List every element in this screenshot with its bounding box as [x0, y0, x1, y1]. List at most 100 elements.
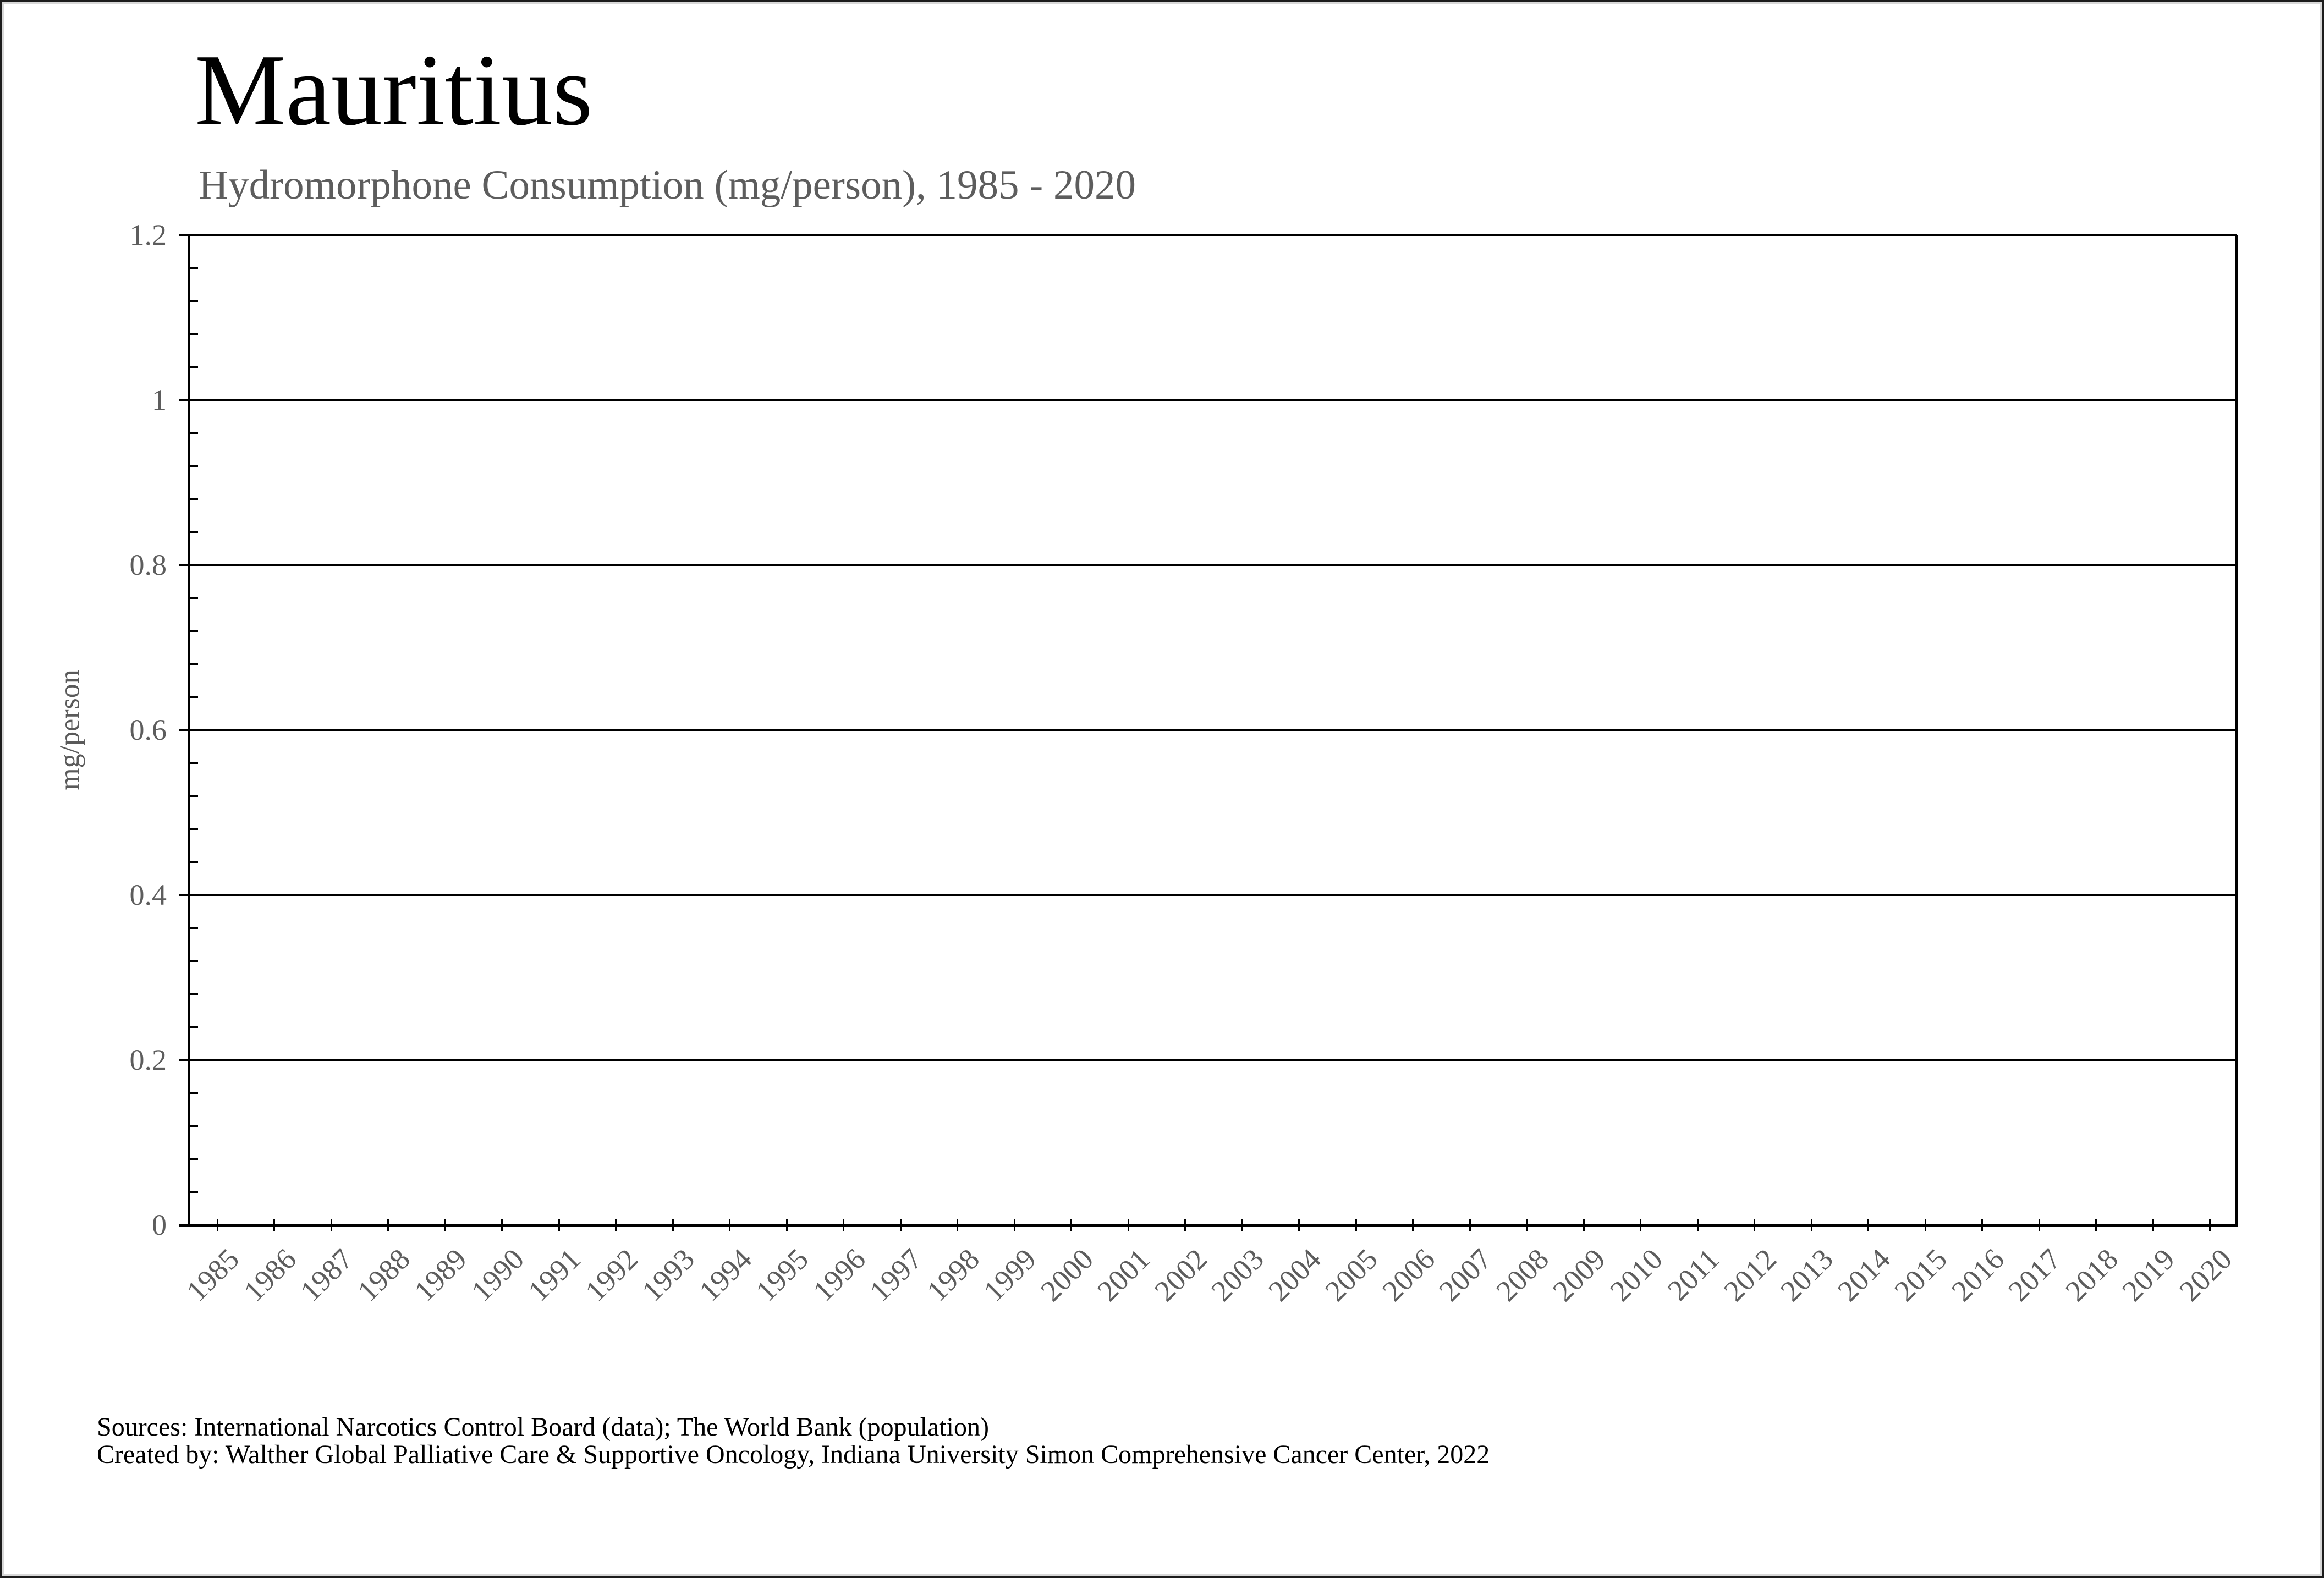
x-tick: [558, 1219, 560, 1231]
x-tick: [1754, 1219, 1755, 1231]
y-minor-tick: [190, 696, 198, 698]
y-minor-tick: [190, 1092, 198, 1094]
y-minor-tick: [190, 1158, 198, 1160]
x-tick-label: 1992: [578, 1242, 644, 1308]
major-gridline: [179, 1059, 2237, 1061]
plot-top-border: [179, 234, 2237, 236]
y-tick-label: 1.2: [129, 218, 167, 251]
y-minor-tick: [190, 366, 198, 368]
y-minor-tick: [190, 993, 198, 995]
x-tick: [1298, 1219, 1300, 1231]
x-tick-label: 2005: [1318, 1242, 1384, 1308]
y-minor-tick: [190, 531, 198, 533]
x-tick: [1867, 1219, 1869, 1231]
major-gridline: [179, 399, 2237, 401]
x-tick: [1526, 1219, 1528, 1231]
x-tick-label: 2000: [1034, 1242, 1100, 1308]
y-tick-label: 0.4: [129, 878, 167, 911]
y-minor-tick: [190, 498, 198, 500]
y-axis-line: [188, 235, 190, 1227]
plot-right-border: [2235, 235, 2238, 1227]
x-tick-label: 2006: [1375, 1242, 1441, 1308]
x-tick: [330, 1219, 332, 1231]
y-tick-label: 0: [152, 1208, 167, 1241]
x-tick-label: 1987: [294, 1242, 360, 1308]
x-tick: [1810, 1219, 1812, 1231]
y-minor-tick: [190, 927, 198, 929]
chart-title: Mauritius: [195, 34, 593, 147]
source-note: Sources: International Narcotics Control…: [97, 1413, 1490, 1469]
x-tick: [957, 1219, 958, 1231]
y-tick-label: 1: [152, 383, 167, 416]
x-tick: [843, 1219, 844, 1231]
x-axis-line: [179, 1224, 2237, 1227]
y-minor-tick: [190, 630, 198, 632]
y-minor-tick: [190, 663, 198, 665]
x-tick: [785, 1219, 788, 1231]
x-tick-label: 2003: [1205, 1242, 1271, 1308]
x-tick: [899, 1219, 902, 1231]
x-tick: [501, 1219, 503, 1231]
major-gridline: [179, 564, 2237, 566]
x-tick-label: 1993: [635, 1242, 701, 1308]
x-tick-label: 2020: [2172, 1242, 2238, 1308]
x-tick: [444, 1219, 446, 1231]
x-tick-label: 2008: [1489, 1242, 1555, 1308]
x-tick: [2038, 1219, 2040, 1231]
y-minor-tick: [190, 960, 198, 962]
x-tick: [2095, 1219, 2097, 1231]
x-tick-label: 2019: [2116, 1242, 2182, 1308]
x-tick-label: 2007: [1432, 1242, 1498, 1308]
x-tick-label: 1997: [863, 1242, 929, 1308]
x-tick: [216, 1219, 218, 1231]
y-minor-tick: [190, 333, 198, 335]
x-tick: [1583, 1219, 1585, 1231]
x-tick-label: 1989: [408, 1242, 474, 1308]
x-tick-label: 2014: [1831, 1242, 1897, 1308]
x-tick: [1412, 1219, 1414, 1231]
x-tick-label: 2018: [2058, 1242, 2124, 1308]
y-minor-tick: [190, 1191, 198, 1193]
x-tick-label: 1999: [977, 1242, 1043, 1308]
x-tick-label: 2016: [1944, 1242, 2010, 1308]
major-gridline: [179, 729, 2237, 731]
x-tick-label: 1988: [350, 1242, 416, 1308]
x-tick-label: 1995: [749, 1242, 815, 1308]
x-tick-label: 1990: [464, 1242, 530, 1308]
x-tick-label: 2001: [1091, 1242, 1157, 1308]
x-tick: [615, 1219, 617, 1231]
x-tick-label: 2011: [1661, 1242, 1726, 1307]
x-tick-label: 2012: [1717, 1242, 1783, 1308]
x-tick: [1924, 1219, 1926, 1231]
y-tick-label: 0.2: [129, 1043, 167, 1076]
x-tick: [1696, 1219, 1699, 1231]
y-minor-tick: [190, 762, 198, 764]
y-tick-label: 0.8: [129, 548, 167, 581]
x-tick: [1184, 1219, 1186, 1231]
y-minor-tick: [190, 1026, 198, 1028]
x-tick-label: 2017: [2002, 1242, 2068, 1308]
y-minor-tick: [190, 861, 198, 863]
x-tick-label: 1996: [806, 1242, 872, 1308]
x-tick: [1127, 1219, 1129, 1231]
x-tick-label: 1991: [521, 1242, 587, 1308]
x-tick: [729, 1219, 730, 1231]
x-tick: [1013, 1219, 1015, 1231]
x-tick: [273, 1219, 275, 1231]
y-minor-tick: [190, 465, 198, 467]
x-tick-label: 1986: [237, 1242, 303, 1308]
x-tick-label: 2015: [1888, 1242, 1954, 1308]
x-tick-label: 2009: [1546, 1242, 1612, 1308]
y-minor-tick: [190, 267, 198, 269]
x-tick-label: 1998: [920, 1242, 986, 1308]
x-tick: [1981, 1219, 1983, 1231]
y-minor-tick: [190, 795, 198, 797]
x-tick: [2152, 1219, 2154, 1231]
x-tick: [1469, 1219, 1471, 1231]
y-minor-tick: [190, 828, 198, 830]
y-tick-label: 0.6: [129, 713, 167, 746]
y-minor-tick: [190, 1125, 198, 1127]
major-gridline: [179, 894, 2237, 896]
x-tick-label: 1994: [692, 1242, 758, 1308]
